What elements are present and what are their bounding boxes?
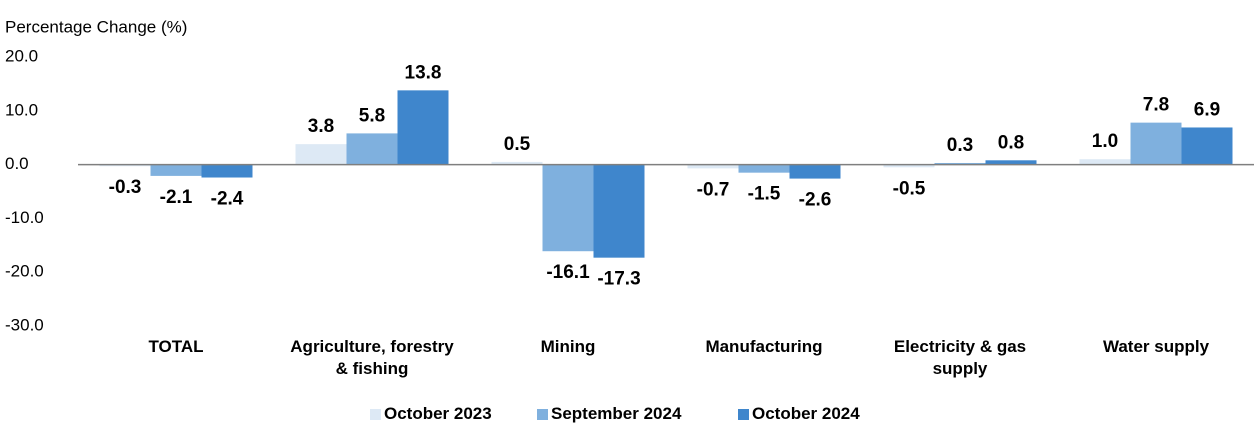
data-label: -0.7 [697, 179, 730, 200]
data-label: -2.1 [160, 187, 193, 208]
legend-swatch [370, 408, 381, 420]
bar [1079, 159, 1131, 165]
bar [542, 164, 594, 252]
y-tick-label: 10.0 [5, 100, 38, 119]
data-label: 7.8 [1143, 95, 1169, 116]
bar [883, 164, 935, 168]
x-tick-label: TOTAL [148, 337, 204, 356]
bar [150, 164, 202, 176]
data-label: 0.8 [998, 132, 1024, 153]
data-label: -16.1 [546, 262, 590, 283]
bar [201, 164, 253, 178]
bar [593, 164, 645, 258]
bar [295, 144, 347, 165]
data-label: 6.9 [1194, 99, 1220, 120]
data-label: -2.4 [211, 189, 244, 210]
legend-label: October 2024 [752, 404, 860, 423]
legend-label: October 2023 [384, 404, 492, 423]
bar [985, 160, 1037, 165]
y-tick-label: -20.0 [5, 262, 44, 281]
y-tick-label: -30.0 [5, 315, 44, 334]
y-tick-label: -10.0 [5, 208, 44, 227]
bar [491, 161, 543, 165]
data-label: 0.3 [947, 135, 973, 156]
legend-item: September 2024 [537, 404, 681, 424]
y-axis-label: Percentage Change (%) [5, 17, 187, 36]
data-label: 0.5 [504, 134, 531, 155]
data-label: 5.8 [359, 105, 385, 126]
legend-swatch [537, 408, 548, 420]
y-tick-label: 0.0 [5, 154, 29, 173]
data-label: 1.0 [1092, 131, 1118, 152]
x-tick-label: Mining [540, 337, 596, 356]
data-label: -1.5 [748, 184, 781, 205]
legend-swatch [738, 408, 749, 420]
bar [346, 133, 398, 165]
data-label: -0.5 [893, 178, 926, 199]
bar [789, 164, 841, 179]
x-tick-label: Manufacturing [705, 337, 823, 356]
bar [687, 164, 739, 169]
data-label: 13.8 [405, 62, 442, 83]
bar [397, 90, 449, 165]
data-label: -2.6 [799, 190, 832, 211]
data-label: -0.3 [109, 177, 142, 198]
bar [1181, 127, 1233, 165]
data-label: -17.3 [597, 269, 640, 290]
legend-item: October 2023 [370, 404, 492, 424]
bar [934, 162, 986, 165]
y-tick-label: 20.0 [5, 46, 38, 65]
legend-item: October 2024 [738, 404, 860, 424]
bar [99, 164, 151, 167]
legend-label: September 2024 [551, 404, 682, 423]
x-tick-label: Electricity & gas supply [893, 337, 1027, 378]
bar [1130, 122, 1182, 165]
x-tick-label: Water supply [1102, 337, 1210, 356]
bar [738, 164, 790, 173]
data-label: 3.8 [308, 116, 334, 137]
x-tick-label: Agriculture, forestry & fishing [290, 337, 454, 378]
